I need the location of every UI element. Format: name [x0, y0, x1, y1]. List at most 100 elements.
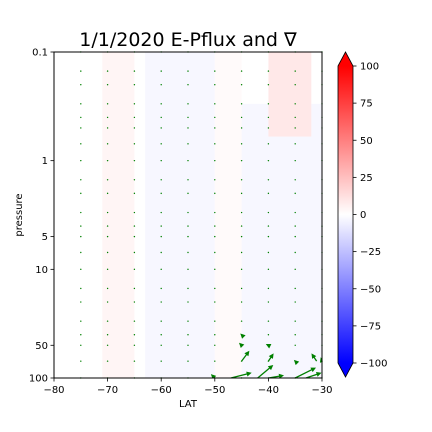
flux-arrow	[257, 365, 274, 378]
grid-point	[80, 179, 82, 181]
colorbar-tick-label: 25	[360, 173, 373, 184]
flux-arrow	[230, 371, 252, 378]
grid-point	[214, 211, 216, 214]
grid-point	[240, 287, 243, 290]
grid-point	[267, 116, 270, 119]
grid-point	[160, 251, 162, 254]
grid-point	[80, 235, 82, 238]
chart-title: 1/1/2020 E-Pflux and ∇	[79, 29, 297, 51]
grid-point	[133, 334, 136, 336]
grid-point	[160, 235, 162, 238]
grid-point	[267, 70, 270, 72]
grid-point	[133, 287, 136, 290]
y-axis: 0.1 1 5 10 50 100	[29, 48, 54, 385]
grid-point	[160, 192, 162, 195]
grid-point	[267, 179, 270, 181]
grid-point	[160, 179, 162, 181]
colorbar-tick-label: 0	[360, 210, 366, 221]
grid-point	[106, 159, 109, 162]
flux-arrow	[293, 359, 300, 366]
contour-fill	[102, 52, 322, 378]
grid-point	[267, 334, 270, 336]
grid-point	[294, 225, 296, 227]
grid-point	[106, 287, 109, 290]
grid-point	[106, 301, 109, 303]
grid-point	[294, 192, 296, 195]
grid-point	[240, 225, 243, 227]
grid-point	[133, 143, 136, 145]
grid-point	[106, 179, 109, 181]
grid-point	[267, 84, 270, 86]
grid-point	[214, 143, 216, 145]
grid-point	[214, 179, 216, 181]
grid-point	[80, 211, 82, 214]
grid-point	[294, 287, 296, 290]
grid-point	[133, 360, 136, 362]
colorbar-tick-label: −75	[360, 321, 381, 332]
x-tick-label: −80	[43, 385, 64, 396]
grid-point	[187, 344, 189, 346]
grid-point	[106, 84, 109, 86]
grid-point	[80, 251, 82, 254]
grid-point	[267, 143, 270, 145]
grid-point	[294, 159, 296, 162]
grid-point	[240, 143, 243, 145]
colorbar-gradient	[338, 66, 353, 363]
grid-point	[214, 159, 216, 162]
colorbar: 100 75 50 25 0 −25 −50 −75 −100	[337, 51, 387, 378]
grid-point	[294, 268, 296, 271]
x-tick-label: −70	[97, 385, 118, 396]
x-tick-label: −30	[311, 385, 332, 396]
contour-region	[241, 103, 322, 378]
grid-point	[240, 301, 243, 303]
colorbar-tick-label: −100	[360, 359, 387, 370]
grid-point	[267, 159, 270, 162]
grid-point	[240, 116, 243, 119]
grid-point	[106, 320, 109, 322]
grid-point	[267, 211, 270, 214]
grid-point	[240, 179, 243, 181]
grid-point	[160, 334, 162, 336]
x-tick-label: −50	[204, 385, 225, 396]
y-tick-label: 0.1	[32, 48, 48, 59]
grid-point	[240, 211, 243, 214]
grid-point	[294, 84, 296, 86]
grid-point	[267, 235, 270, 238]
grid-point	[80, 344, 82, 346]
grid-point	[80, 287, 82, 290]
grid-point	[240, 84, 243, 86]
x-tick-label: −60	[151, 385, 172, 396]
grid-point	[106, 268, 109, 271]
grid-point	[160, 211, 162, 214]
grid-point	[187, 251, 189, 254]
grid-point	[267, 268, 270, 271]
grid-point	[160, 360, 162, 362]
grid-point	[240, 268, 243, 271]
grid-point	[106, 360, 109, 362]
colorbar-min-extend	[338, 363, 353, 377]
colorbar-max-extend	[338, 52, 353, 66]
grid-point	[294, 179, 296, 181]
grid-point	[214, 287, 216, 290]
grid-point	[214, 116, 216, 119]
grid-point	[214, 103, 216, 105]
grid-point	[160, 287, 162, 290]
flux-arrow	[267, 353, 274, 362]
grid-point	[133, 192, 136, 195]
grid-point	[160, 103, 162, 105]
grid-point	[187, 334, 189, 336]
grid-point	[240, 235, 243, 238]
grid-point	[240, 127, 243, 129]
y-tick-label: 1	[42, 156, 48, 167]
grid-point	[160, 225, 162, 227]
grid-point	[80, 268, 82, 271]
grid-point	[187, 192, 189, 195]
grid-point	[106, 251, 109, 254]
grid-point	[240, 192, 243, 195]
grid-point	[106, 116, 109, 119]
grid-point	[294, 116, 296, 119]
flux-arrow	[240, 333, 246, 339]
grid-point	[133, 301, 136, 303]
grid-point	[187, 287, 189, 290]
grid-point	[80, 159, 82, 162]
